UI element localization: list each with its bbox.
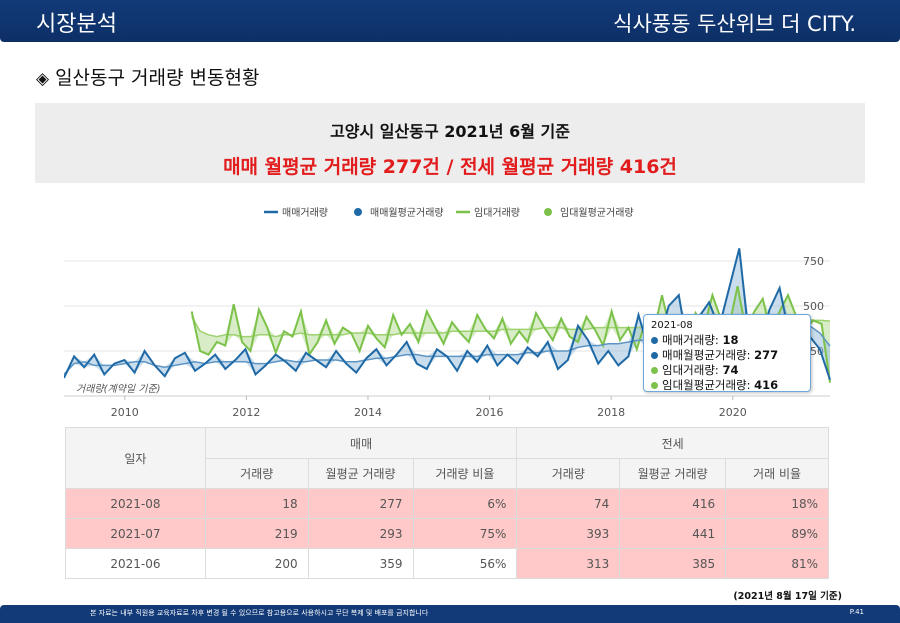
table-subheader: 거래량	[204, 458, 309, 489]
table-subheader: 거래량 비율	[412, 458, 518, 489]
as-of-date: (2021년 8월 17일 기준)	[733, 591, 842, 602]
table-cell: 89%	[725, 518, 829, 549]
x-tick-label: 2012	[232, 406, 260, 419]
table-cell: 18%	[725, 488, 829, 519]
x-tick-label: 2018	[597, 406, 625, 419]
chart-watermark: 거래량(계약일 기준)	[76, 384, 161, 395]
table-header-date: 일자	[65, 427, 206, 489]
table-header-sale: 매매	[204, 427, 518, 459]
volume-chart: 250 500 750 2010 2012 2014 2016 2018 2020 매매거래량 매매…	[64, 194, 834, 426]
chart-tooltip: 2021-08 매매거래량: 18 매매월평균거래량: 277 임대거래량: 7…	[643, 314, 811, 392]
table-subheader: 월평균 거래량	[619, 458, 727, 489]
rent-band	[191, 286, 830, 383]
summary-line-1: 고양시 일산동구 2021년 6월 기준	[330, 122, 570, 141]
tooltip-row: 임대월평균거래량: 416	[651, 378, 803, 393]
header-bar: 시장분석 식사풍동 두산위브 더 CITY.	[0, 0, 900, 42]
table-row: 2021-06 200 359 56% 313 385 81%	[65, 548, 829, 579]
section-title: ◈ 일산동구 거래량 변동현황	[36, 63, 259, 90]
legend-label: 임대월평균거래량	[560, 206, 634, 219]
table-cell: 74	[516, 488, 621, 519]
diamond-bullet-icon: ◈	[36, 69, 50, 89]
legend-dot-marker	[544, 208, 552, 216]
legend-label: 임대거래량	[474, 206, 520, 219]
table-cell: 277	[307, 488, 414, 519]
table-row: 2021-08 18 277 6% 74 416 18%	[65, 488, 829, 519]
table-cell: 2021-06	[65, 548, 206, 579]
table-subheader: 거래 비율	[725, 458, 829, 489]
tooltip-row: 임대거래량: 74	[651, 363, 803, 378]
table-cell: 293	[307, 518, 414, 549]
table-cell: 2021-08	[65, 488, 206, 519]
table-header-rent: 전세	[516, 427, 829, 459]
table-cell: 219	[204, 518, 309, 549]
section-title-text: 일산동구 거래량 변동현황	[55, 67, 260, 89]
volume-table: 일자 매매 전세 거래량 월평균 거래량 거래량 비율 거래량 월평균 거래량 …	[65, 427, 829, 579]
table-cell: 18	[204, 488, 309, 519]
table-cell: 200	[204, 548, 309, 579]
table-cell: 416	[619, 488, 727, 519]
table-cell: 359	[307, 548, 414, 579]
x-tick-label: 2010	[111, 406, 139, 419]
table-cell: 441	[619, 518, 727, 549]
footer-bar: 본 자료는 내부 직원용 교육자료로 차후 변경 될 수 있으므로 참고용으로 …	[0, 605, 900, 623]
page-number: P.41	[849, 608, 864, 616]
table-cell: 75%	[412, 518, 518, 549]
tooltip-date: 2021-08	[651, 320, 693, 331]
legend-label: 매매월평균거래량	[370, 207, 444, 219]
x-tick-label: 2014	[354, 406, 382, 419]
sale-volume-line	[64, 248, 831, 381]
header-left-title: 시장분석	[36, 12, 117, 37]
summary-line-2: 매매 월평균 거래량 277건 / 전세 월평균 거래량 416건	[223, 156, 677, 178]
legend-dot-marker	[354, 208, 362, 216]
table-cell: 6%	[412, 488, 518, 519]
table-cell: 393	[516, 518, 621, 549]
header-right-title: 식사풍동 두산위브 더 CITY.	[613, 12, 856, 36]
table-subheader: 거래량	[516, 458, 621, 489]
footer-notice: 본 자료는 내부 직원용 교육자료로 차후 변경 될 수 있으므로 참고용으로 …	[90, 609, 429, 617]
y-tick-label: 500	[803, 300, 824, 313]
table-cell: 81%	[725, 548, 829, 579]
table-cell: 313	[516, 548, 621, 579]
tooltip-row: 매매거래량: 18	[651, 333, 803, 348]
legend-label: 매매거래량	[282, 207, 328, 219]
y-tick-label: 750	[803, 255, 824, 268]
x-tick-label: 2016	[476, 406, 504, 419]
table-cell: 385	[619, 548, 727, 579]
tooltip-row: 매매월평균거래량: 277	[651, 348, 803, 363]
table-row: 2021-07 219 293 75% 393 441 89%	[65, 518, 829, 549]
table-subheader: 월평균 거래량	[307, 458, 414, 489]
table-cell: 56%	[412, 548, 518, 579]
table-cell: 2021-07	[65, 518, 206, 549]
summary-box: 고양시 일산동구 2021년 6월 기준 매매 월평균 거래량 277건 / 전…	[35, 103, 865, 183]
x-tick-label: 2020	[719, 406, 747, 419]
